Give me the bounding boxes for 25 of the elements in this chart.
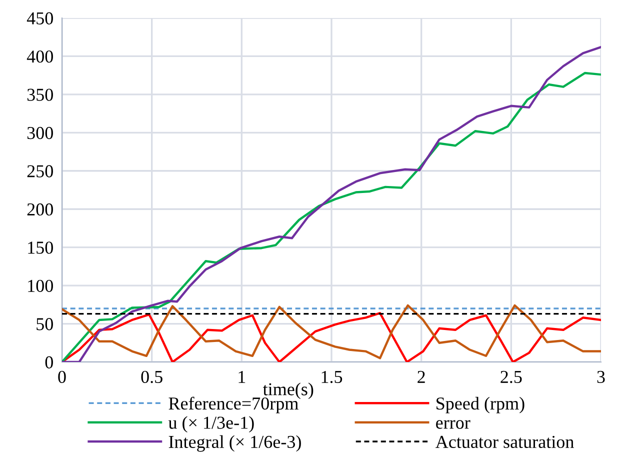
y-tick-label: 100	[28, 280, 53, 292]
y-tick-label: 450	[26, 12, 53, 24]
legend-label: u (× 1/3e-1)	[168, 416, 254, 432]
y-tick-label: 250	[27, 165, 53, 178]
x-axis-title: time(s)	[262, 382, 314, 400]
y-tick-label: 300	[27, 126, 53, 140]
x-tick-label: 2.5	[500, 370, 522, 384]
x-tick-label: 3	[597, 370, 605, 384]
x-tick-label: 2	[418, 370, 425, 383]
x-tick-label: 0	[58, 370, 66, 384]
y-tick-label: 200	[27, 203, 53, 216]
y-tick-label: 50	[36, 318, 53, 330]
legend-label: Reference=70rpm	[168, 396, 298, 414]
legend-label: error	[436, 420, 470, 429]
x-tick-label: 0.5	[141, 370, 162, 384]
legend-label: Speed (rpm)	[436, 396, 524, 414]
legend-label: Actuator saturation	[436, 436, 574, 448]
y-tick-label: 350	[27, 88, 53, 101]
x-tick-label: 1.5	[322, 370, 342, 384]
y-tick-label: 0	[45, 356, 53, 368]
legend-label: Integral (× 1/6e-3)	[168, 435, 301, 452]
y-tick-label: 150	[28, 242, 53, 254]
x-tick-label: 1	[238, 370, 246, 383]
y-tick-label: 400	[26, 50, 53, 63]
line-series	[62, 304, 601, 360]
